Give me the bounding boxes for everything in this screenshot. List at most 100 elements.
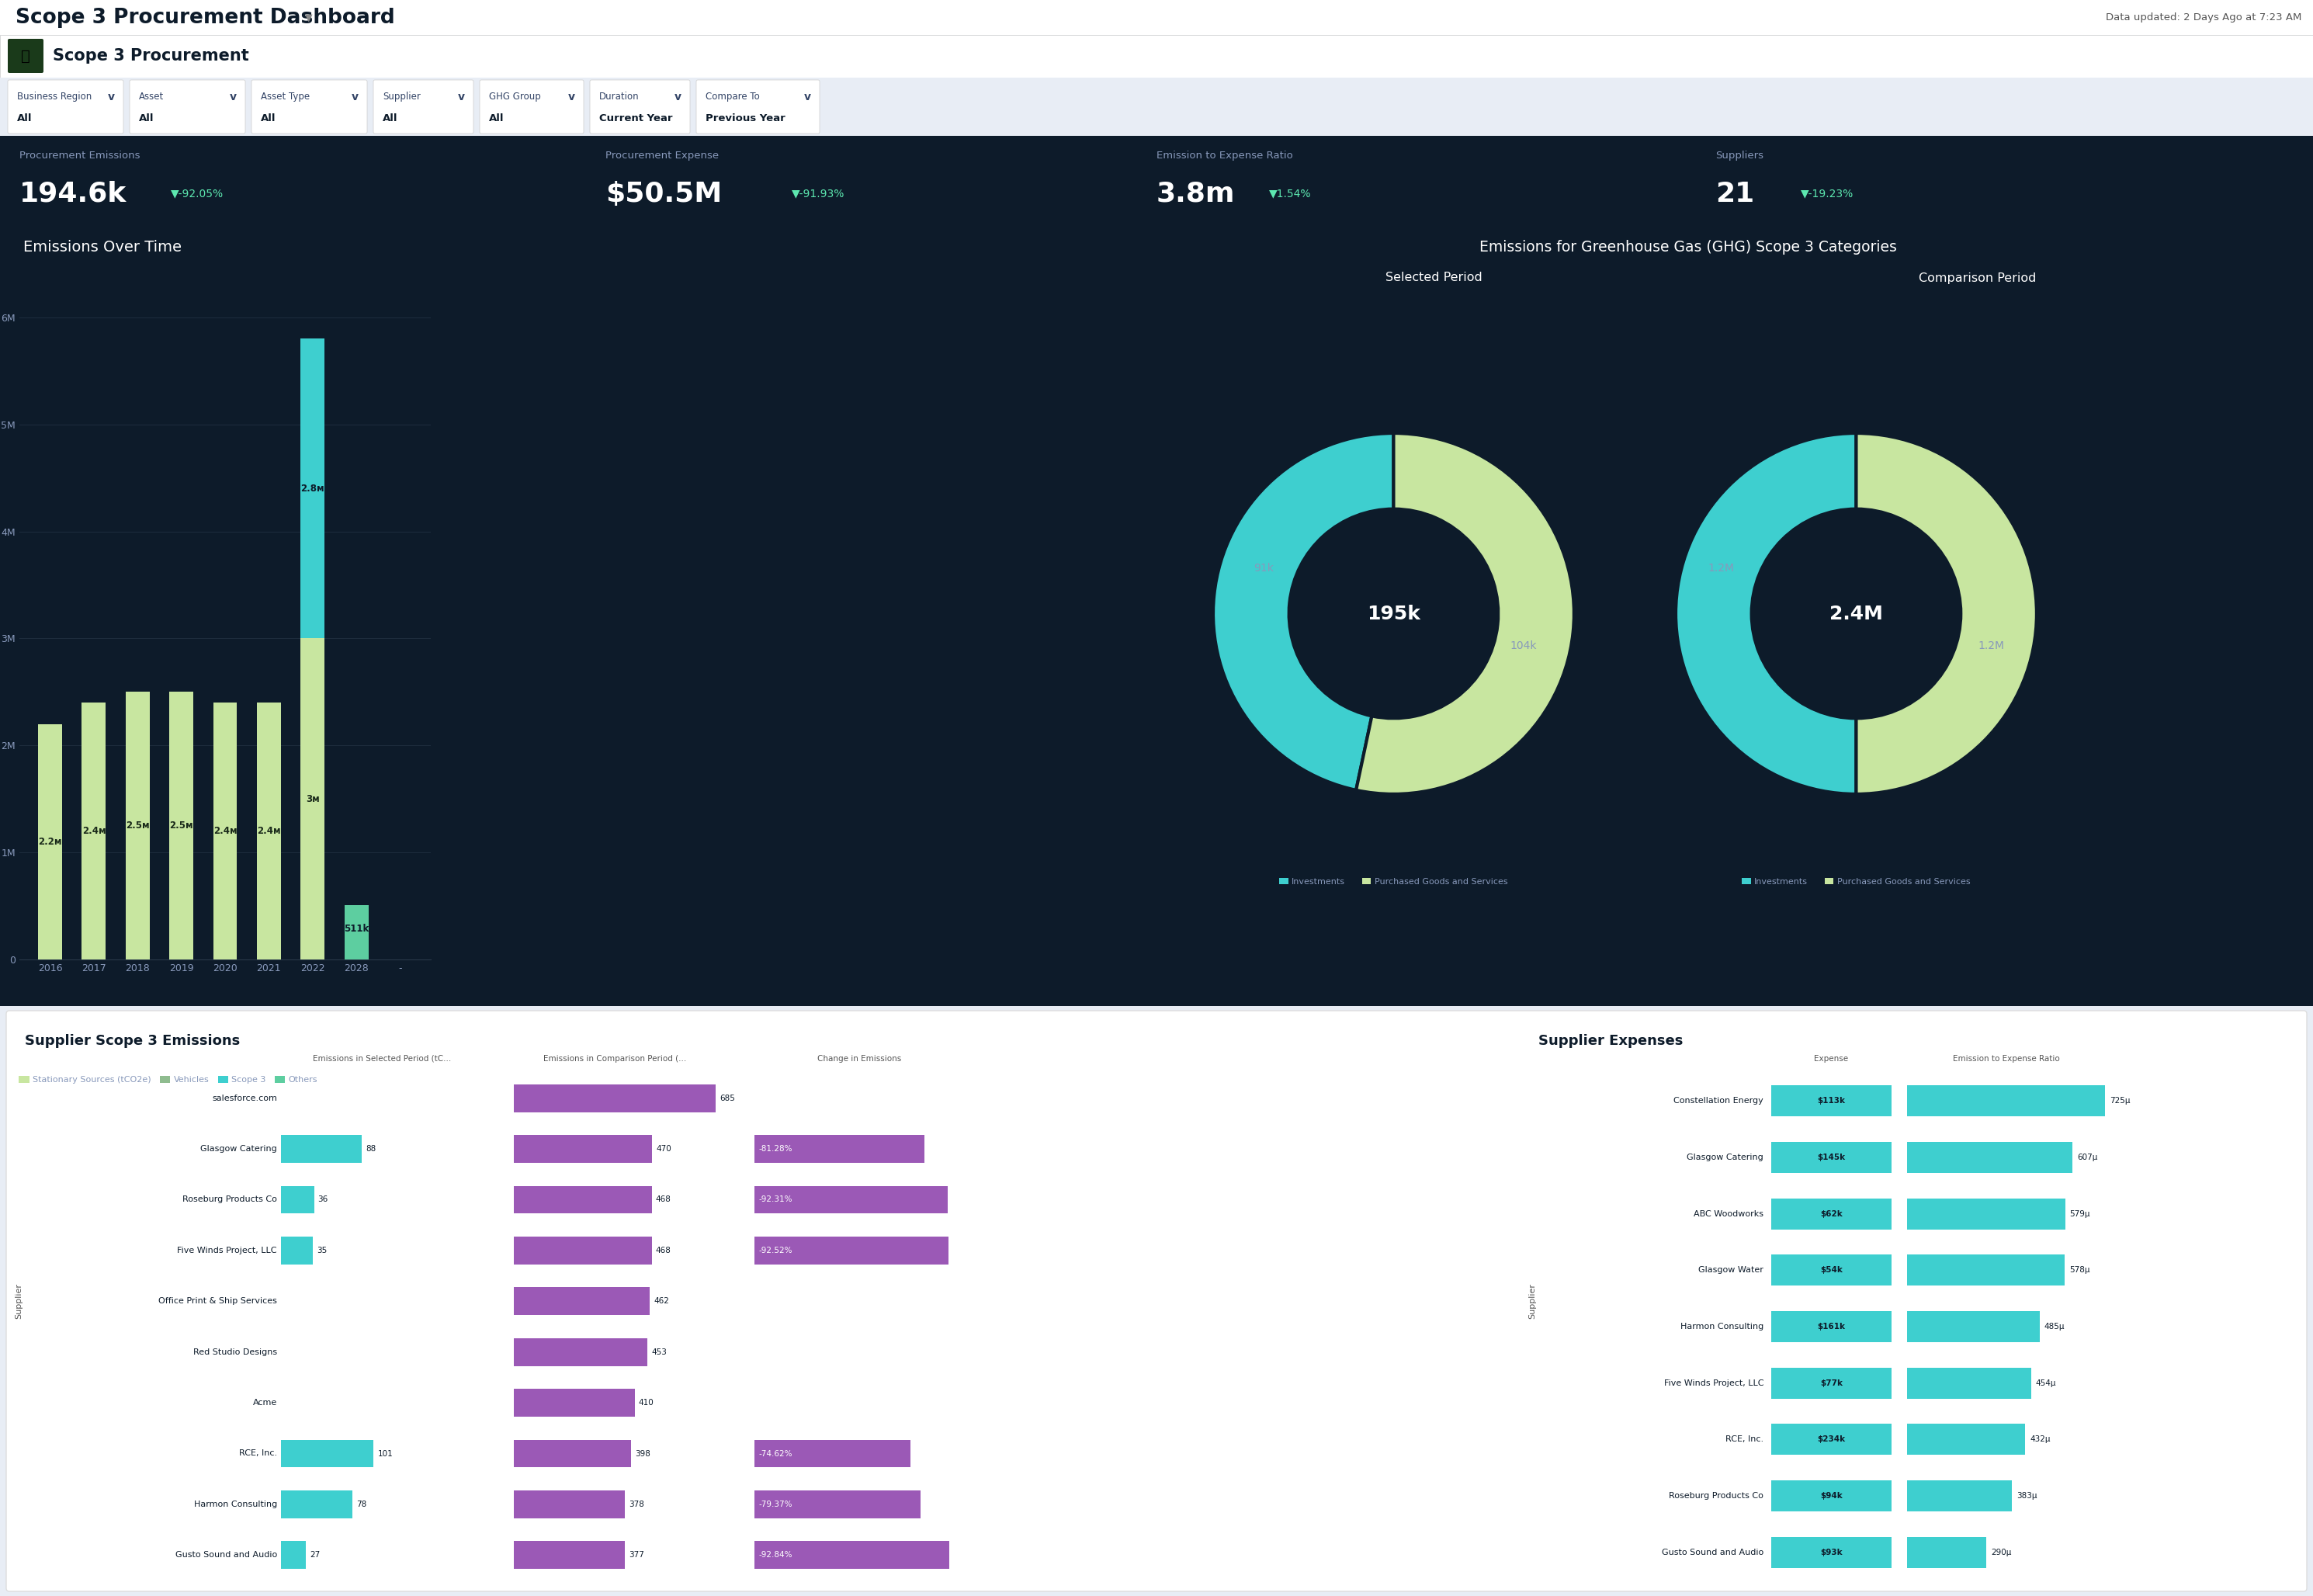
Text: 91k: 91k [1254, 563, 1274, 575]
Text: Gusto Sound and Audio: Gusto Sound and Audio [1661, 1548, 1763, 1556]
Bar [513, 1135, 652, 1163]
Bar [37, 725, 62, 959]
Bar [754, 1542, 948, 1569]
Text: 27: 27 [310, 1551, 319, 1559]
Text: v: v [229, 91, 236, 102]
Text: Emissions for Greenhouse Gas (GHG) Scope 3 Categories: Emissions for Greenhouse Gas (GHG) Scope… [1480, 239, 1897, 254]
FancyBboxPatch shape [7, 1010, 2306, 1591]
Text: Current Year: Current Year [599, 113, 673, 123]
Bar [280, 1135, 361, 1163]
Bar [1906, 1085, 2105, 1117]
Bar [301, 338, 324, 638]
Bar [1772, 1085, 1892, 1117]
Bar [1772, 1141, 1892, 1173]
Bar [280, 1440, 375, 1467]
Text: 383μ: 383μ [2017, 1492, 2038, 1500]
Bar [0, 136, 2313, 225]
Text: All: All [382, 113, 398, 123]
Text: 454μ: 454μ [2035, 1379, 2056, 1387]
Bar [213, 702, 238, 959]
Text: ▼-92.05%: ▼-92.05% [171, 188, 224, 200]
Text: salesforce.com: salesforce.com [213, 1095, 278, 1103]
Text: 101: 101 [377, 1449, 393, 1457]
Text: Supplier: Supplier [1529, 1283, 1536, 1318]
Text: Emissions Over Time: Emissions Over Time [23, 239, 183, 254]
Text: $161k: $161k [1818, 1323, 1846, 1331]
Text: Suppliers: Suppliers [1716, 150, 1763, 161]
Bar [1906, 1537, 1987, 1567]
Text: Asset: Asset [139, 93, 164, 102]
Wedge shape [1214, 433, 1392, 790]
Text: RCE, Inc.: RCE, Inc. [1725, 1435, 1763, 1443]
Text: ▼1.54%: ▼1.54% [1270, 188, 1311, 200]
FancyBboxPatch shape [252, 80, 368, 134]
Text: 468: 468 [655, 1246, 671, 1254]
Bar [754, 1440, 911, 1467]
Bar [1772, 1312, 1892, 1342]
Text: Acme: Acme [252, 1400, 278, 1406]
Text: Glasgow Catering: Glasgow Catering [1686, 1154, 1763, 1162]
Text: v: v [106, 91, 113, 102]
Text: v: v [458, 91, 465, 102]
Text: 2.8м: 2.8м [301, 484, 324, 493]
Bar [0, 225, 2313, 1005]
Text: Roseburg Products Co: Roseburg Products Co [1670, 1492, 1763, 1500]
Text: Duration: Duration [599, 93, 638, 102]
Text: 485μ: 485μ [2045, 1323, 2066, 1331]
Text: v: v [803, 91, 812, 102]
Text: Red Studio Designs: Red Studio Designs [194, 1349, 278, 1357]
Bar [0, 78, 2313, 136]
Text: 35: 35 [317, 1246, 326, 1254]
Text: 685: 685 [719, 1095, 736, 1103]
Text: 607μ: 607μ [2077, 1154, 2098, 1162]
Text: -92.31%: -92.31% [759, 1195, 793, 1203]
Text: Harmon Consulting: Harmon Consulting [194, 1500, 278, 1508]
Bar [301, 638, 324, 959]
Text: 88: 88 [365, 1144, 375, 1152]
Text: Emission to Expense Ratio: Emission to Expense Ratio [1156, 150, 1293, 161]
Bar [1772, 1199, 1892, 1229]
Text: Constellation Energy: Constellation Energy [1675, 1096, 1763, 1104]
Wedge shape [1675, 433, 1855, 795]
Bar [1772, 1481, 1892, 1511]
Text: $77k: $77k [1820, 1379, 1843, 1387]
Text: ▼-91.93%: ▼-91.93% [791, 188, 844, 200]
Text: Comparison Period: Comparison Period [1920, 271, 2035, 284]
FancyBboxPatch shape [696, 80, 819, 134]
Bar [513, 1084, 715, 1112]
Text: 377: 377 [629, 1551, 645, 1559]
Text: 378: 378 [629, 1500, 645, 1508]
Text: 2.4м: 2.4м [81, 827, 106, 836]
Bar [345, 905, 368, 959]
Bar [513, 1389, 634, 1417]
Text: $50.5M: $50.5M [606, 180, 722, 207]
Text: Supplier: Supplier [14, 1283, 23, 1318]
Text: All: All [139, 113, 155, 123]
Text: 410: 410 [638, 1400, 655, 1406]
Text: 104k: 104k [1510, 640, 1536, 651]
Text: RCE, Inc.: RCE, Inc. [238, 1449, 278, 1457]
Bar [1906, 1199, 2066, 1229]
Text: All: All [261, 113, 275, 123]
Bar [125, 693, 150, 959]
Text: 578μ: 578μ [2070, 1266, 2091, 1274]
Bar [280, 1542, 305, 1569]
Bar [280, 1237, 312, 1264]
Text: 432μ: 432μ [2029, 1435, 2049, 1443]
Text: 1.2M: 1.2M [1978, 640, 2005, 651]
Bar [1906, 1312, 2040, 1342]
Text: 725μ: 725μ [2109, 1096, 2130, 1104]
Text: Selected Period: Selected Period [1385, 271, 1483, 284]
Legend: Investments, Purchased Goods and Services: Investments, Purchased Goods and Service… [1739, 875, 1973, 889]
Text: $62k: $62k [1820, 1210, 1843, 1218]
Bar [257, 702, 280, 959]
Text: 468: 468 [655, 1195, 671, 1203]
Text: 2.5м: 2.5м [169, 820, 194, 832]
Text: Office Print & Ship Services: Office Print & Ship Services [157, 1298, 278, 1306]
Bar [1772, 1537, 1892, 1567]
Text: Scope 3 Procurement Dashboard: Scope 3 Procurement Dashboard [16, 8, 396, 27]
Text: Compare To: Compare To [705, 93, 759, 102]
Wedge shape [1355, 433, 1573, 795]
Text: Previous Year: Previous Year [705, 113, 786, 123]
FancyBboxPatch shape [7, 80, 123, 134]
